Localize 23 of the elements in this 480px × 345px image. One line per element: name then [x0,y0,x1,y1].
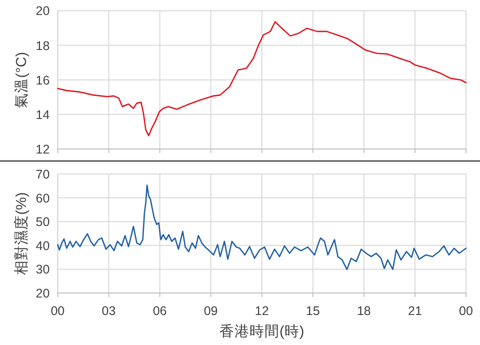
y-tick-label: 50 [36,215,50,230]
x-tick-label: 00 [50,304,65,318]
y-tick-label: 12 [36,142,50,156]
y-tick-label: 14 [36,108,50,122]
y-tick-label: 70 [36,168,50,182]
y-tick-label: 60 [36,191,50,206]
y-axis-title: 相對濕度(%) [13,192,30,275]
x-tick-label: 03 [102,304,116,318]
x-axis-title: 香港時間(時) [220,323,304,340]
y-tick-label: 18 [36,38,50,53]
x-tick-label: 21 [408,304,422,318]
y-tick-label: 30 [36,262,50,277]
y-tick-label: 20 [36,286,50,300]
y-axis-title: 氣溫(°C) [13,52,30,108]
x-tick-label: 15 [306,304,320,318]
x-tick-label: 09 [204,304,218,318]
x-tick-label: 06 [152,304,167,318]
x-tick-label: 12 [254,304,269,318]
x-tick-label: 00 [459,304,473,318]
y-tick-label: 40 [36,238,50,253]
y-tick-label: 16 [36,73,50,88]
x-tick-label: 18 [356,304,371,318]
y-tick-label: 20 [36,4,50,18]
